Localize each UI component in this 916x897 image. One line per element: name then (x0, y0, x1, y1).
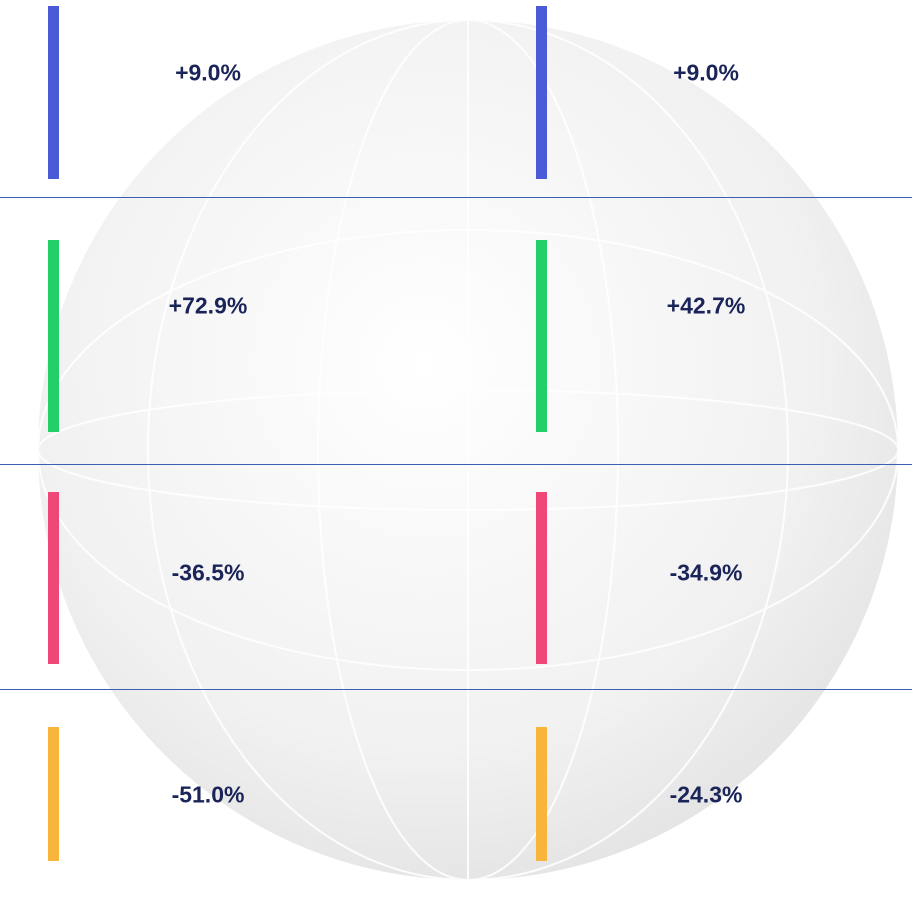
accent-bar (48, 6, 59, 179)
change-value: +9.0% (175, 59, 241, 86)
change-value: -24.3% (669, 781, 743, 808)
change-value: -34.9% (669, 559, 743, 586)
accent-bar (48, 492, 59, 664)
change-value: +72.9% (168, 292, 248, 319)
accent-bar (48, 240, 59, 432)
accent-bar (536, 492, 547, 664)
row-separator (0, 689, 912, 690)
accent-bar (48, 727, 59, 861)
change-value: +9.0% (673, 59, 739, 86)
row-separator (0, 464, 912, 465)
change-value: -51.0% (171, 781, 245, 808)
row-separator (0, 197, 912, 198)
accent-bar (536, 727, 547, 861)
accent-bar (536, 6, 547, 179)
change-value: +42.7% (666, 292, 746, 319)
change-value: -36.5% (171, 559, 245, 586)
accent-bar (536, 240, 547, 432)
